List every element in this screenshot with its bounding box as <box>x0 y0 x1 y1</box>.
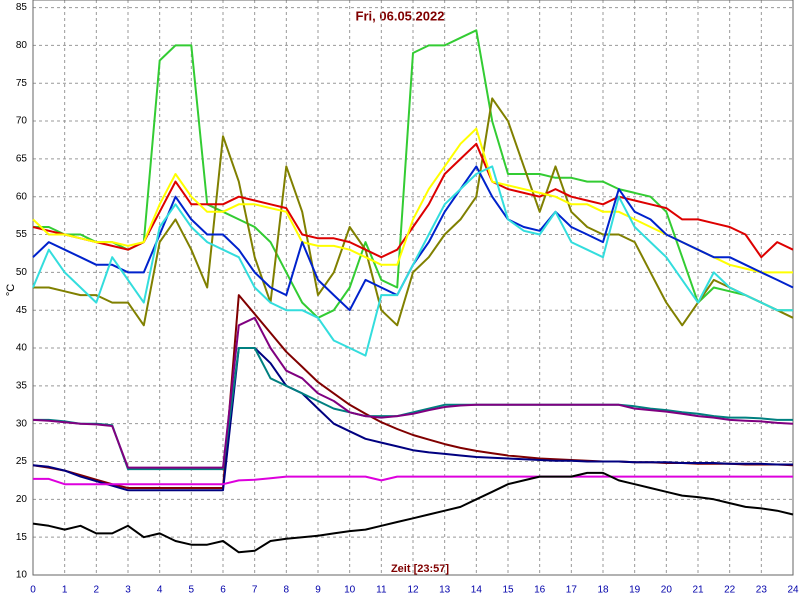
y-axis-label: °C <box>5 284 17 296</box>
x-tick-label: 11 <box>376 585 387 596</box>
y-tick-label: 50 <box>16 267 28 278</box>
x-tick-label: 22 <box>724 585 736 596</box>
y-tick-label: 25 <box>16 456 28 467</box>
series-line <box>33 475 793 486</box>
x-tick-label: 13 <box>439 585 451 596</box>
x-tick-label: 0 <box>30 585 36 596</box>
x-tick-label: 18 <box>597 585 609 596</box>
y-tick-label: 15 <box>16 532 28 543</box>
y-tick-label: 70 <box>16 116 28 127</box>
series-line <box>33 97 794 327</box>
x-tick-label: 12 <box>407 585 419 596</box>
y-tick-label: 10 <box>16 570 28 581</box>
x-tick-label: 23 <box>756 585 768 596</box>
y-tick-label: 30 <box>16 418 28 429</box>
x-tick-label: 14 <box>471 585 483 596</box>
y-tick-label: 65 <box>16 154 28 165</box>
series-line <box>32 347 793 492</box>
x-axis-label: Zeit [23:57] <box>391 563 449 575</box>
x-tick-label: 1 <box>62 585 68 596</box>
x-tick-label: 20 <box>661 585 673 596</box>
y-tick-label: 75 <box>16 78 28 89</box>
x-tick-label: 3 <box>125 585 131 596</box>
y-tick-label: 40 <box>16 343 28 354</box>
x-tick-label: 10 <box>344 585 356 596</box>
y-tick-label: 60 <box>16 191 28 202</box>
x-tick-label: 17 <box>566 585 578 596</box>
x-tick-label: 7 <box>252 585 258 596</box>
y-tick-label: 35 <box>16 380 28 391</box>
chart-title: Fri, 06.05.2022 <box>356 8 445 23</box>
series-line <box>32 471 794 554</box>
x-tick-label: 2 <box>94 585 100 596</box>
x-tick-label: 19 <box>629 585 641 596</box>
x-tick-label: 5 <box>189 585 195 596</box>
series-line <box>33 347 793 471</box>
x-tick-label: 16 <box>534 585 546 596</box>
series-line <box>32 165 793 357</box>
y-tick-label: 20 <box>16 494 28 505</box>
x-tick-label: 8 <box>284 585 290 596</box>
series-line <box>32 142 794 259</box>
y-tick-label: 45 <box>16 305 28 316</box>
x-tick-label: 6 <box>220 585 226 596</box>
x-tick-label: 21 <box>692 585 704 596</box>
y-tick-label: 80 <box>16 40 28 51</box>
y-tick-label: 55 <box>16 229 28 240</box>
x-tick-label: 9 <box>315 585 321 596</box>
series-line <box>32 316 794 469</box>
x-tick-label: 4 <box>157 585 163 596</box>
x-tick-label: 15 <box>502 585 514 596</box>
x-tick-label: 24 <box>787 585 799 596</box>
series-line <box>33 29 793 319</box>
y-tick-label: 85 <box>16 2 28 13</box>
